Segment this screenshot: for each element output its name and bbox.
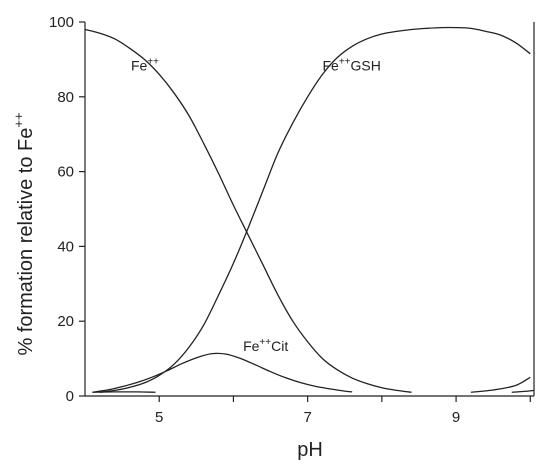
x-tick-label: 7 [303, 409, 311, 426]
y-tick-label: 0 [66, 388, 74, 405]
series-layer [84, 26, 535, 393]
series-line-fe- [84, 28, 412, 393]
curve-label-fe-gsh: Fe++GSH [322, 57, 380, 74]
y-axis-title: % formation relative to Fe++ [11, 112, 37, 355]
series-line-fe-gsh [99, 26, 531, 393]
x-tick-label: 9 [452, 409, 460, 426]
y-tick-label: 20 [57, 313, 74, 330]
y-tick-label: 40 [57, 238, 74, 255]
x-axis-ticks: 5 7 9 [155, 396, 531, 426]
plot-frame [84, 22, 535, 397]
x-tick-label: 5 [155, 409, 163, 426]
curve-label-fe-cit: Fe++Cit [243, 337, 288, 354]
curve-label-fe-: Fe++ [131, 57, 159, 74]
y-axis-ticks: 0 20 40 60 80 100 [49, 14, 85, 405]
y-tick-label: 60 [57, 164, 74, 181]
series-line-baseline-right [511, 389, 535, 393]
series-line-rising-right [470, 376, 531, 393]
x-axis-title: pH [297, 439, 323, 461]
annotations: Fe++ Fe++GSH Fe++Cit [131, 57, 381, 354]
series-line-fe-cit [92, 352, 353, 393]
y-tick-label: 80 [57, 89, 74, 106]
y-axis-title-sup: ++ [11, 112, 26, 127]
y-tick-label: 100 [49, 14, 74, 31]
y-axis-title-main: % formation relative to Fe [15, 128, 37, 356]
